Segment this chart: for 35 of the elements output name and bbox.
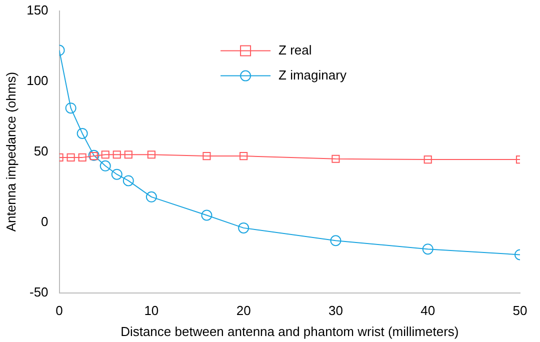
x-axis-title: Distance between antenna and phantom wrist (millimeters) [120, 324, 459, 339]
x-tick-label: 0 [56, 303, 63, 318]
point [332, 154, 340, 163]
point [76, 128, 88, 139]
point [240, 152, 248, 160]
point [201, 210, 212, 221]
point [66, 153, 75, 162]
point [122, 175, 134, 186]
x-tick-label: 10 [144, 303, 159, 318]
x-tick-label: 40 [420, 303, 436, 318]
point [424, 156, 432, 164]
y-tick-label: 100 [26, 72, 48, 88]
point [111, 168, 122, 180]
y-tick-label: -50 [29, 284, 48, 300]
legend-label: Z real [278, 42, 312, 58]
y-tick-label: 0 [41, 214, 48, 229]
point [101, 150, 110, 159]
point [422, 244, 434, 255]
point [146, 191, 157, 202]
legend-label: Z imaginary [278, 67, 347, 82]
point [100, 160, 111, 172]
point [65, 102, 76, 114]
point [330, 235, 342, 246]
point [78, 153, 86, 162]
point [112, 150, 121, 159]
x-tick-label: 30 [328, 303, 343, 318]
y-tick-label: 50 [34, 143, 48, 158]
x-tick-label: 50 [512, 303, 528, 318]
point [124, 150, 132, 159]
y-axis-title: Antenna impedance (ohms) [3, 72, 18, 232]
y-tick-label: 150 [26, 2, 48, 18]
point [202, 152, 211, 160]
point [238, 222, 250, 234]
x-tick-label: 20 [236, 303, 251, 318]
point [147, 150, 156, 159]
